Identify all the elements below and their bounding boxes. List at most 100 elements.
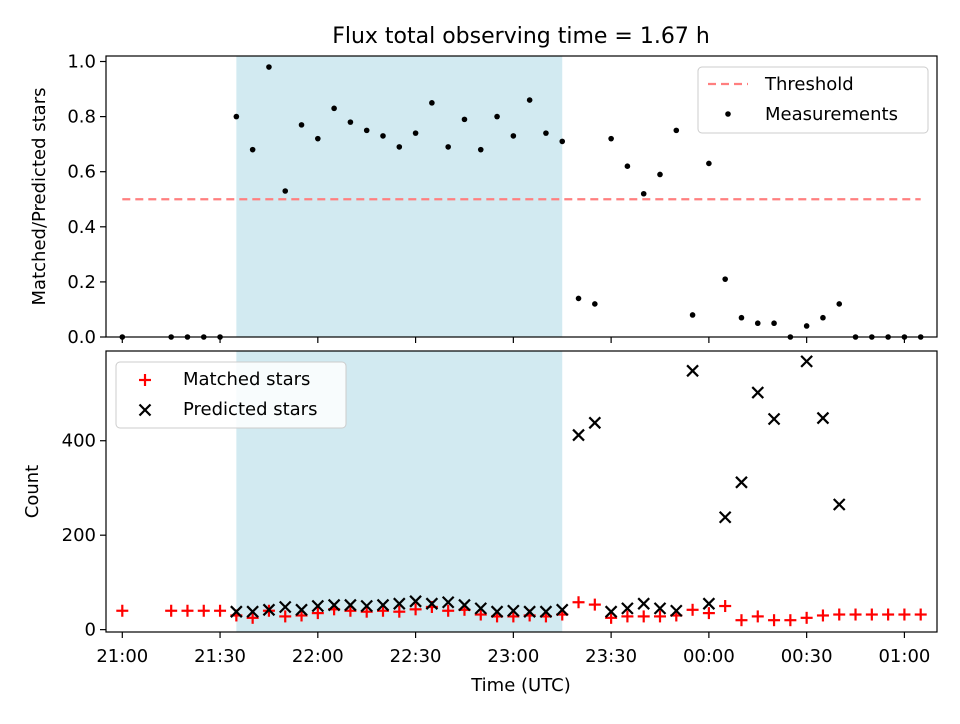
matched-star-point bbox=[572, 596, 585, 609]
legend-predicted-label: Predicted stars bbox=[183, 399, 317, 420]
matched-star-point bbox=[833, 608, 846, 621]
measurement-point bbox=[347, 119, 354, 125]
top-legend-box bbox=[697, 66, 929, 134]
predicted-star-point bbox=[767, 412, 781, 426]
matched-star-point bbox=[849, 608, 862, 621]
y-tick-label: 0.8 bbox=[67, 107, 96, 128]
predicted-star-point bbox=[490, 605, 504, 618]
predicted-star-point bbox=[718, 510, 732, 524]
measurement-point bbox=[396, 144, 403, 150]
chart-title: Flux total observing time = 1.67 h bbox=[332, 24, 710, 49]
x-stroke-b bbox=[327, 598, 341, 612]
x-stroke-b bbox=[653, 602, 667, 615]
legend-plus-marker bbox=[139, 374, 151, 386]
x-stroke-b bbox=[409, 595, 422, 608]
predicted-star-point bbox=[409, 595, 422, 608]
matched-star-point bbox=[719, 600, 732, 613]
measurement-point bbox=[282, 188, 289, 194]
predicted-star-point bbox=[800, 355, 813, 368]
x-stroke-b bbox=[621, 602, 634, 615]
y-tick-label: 400 bbox=[62, 431, 96, 452]
predicted-star-point bbox=[360, 599, 373, 613]
measurement-point bbox=[624, 163, 631, 169]
measurement-point bbox=[315, 135, 321, 142]
x-stroke-b bbox=[735, 476, 748, 489]
measurement-point bbox=[559, 138, 566, 145]
measurement-point bbox=[477, 146, 484, 153]
x-stroke-b bbox=[555, 603, 569, 617]
predicted-star-point bbox=[604, 605, 618, 618]
bottom-axes: 0 200 400 21:00 21:30 22:00 22:30 23:00 23:30 00:… bbox=[62, 431, 931, 667]
measurement-point bbox=[363, 127, 370, 134]
matched-star-point bbox=[654, 610, 666, 623]
measurement-point bbox=[820, 314, 826, 321]
predicted-star-point bbox=[523, 605, 536, 618]
predicted-star-point bbox=[458, 598, 471, 612]
predicted-star-point bbox=[637, 597, 650, 610]
x-stroke-b bbox=[523, 605, 536, 618]
predicted-star-point bbox=[246, 605, 259, 618]
predicted-star-point bbox=[816, 411, 830, 425]
predicted-star-point bbox=[230, 605, 243, 618]
matched-star-point bbox=[702, 607, 715, 620]
measurement-point bbox=[233, 113, 240, 120]
y-tick-label: 0.4 bbox=[67, 217, 96, 238]
x-stroke-b bbox=[751, 386, 765, 399]
predicted-star-point bbox=[474, 602, 488, 615]
predicted-star-point bbox=[278, 600, 292, 614]
x-tick-label: 00:00 bbox=[683, 646, 735, 667]
predicted-star-point bbox=[344, 598, 357, 612]
x-axis-label: Time (UTC) bbox=[470, 675, 571, 696]
measurement-point bbox=[673, 127, 680, 134]
matched-star-point bbox=[588, 598, 601, 611]
measurement-point bbox=[331, 105, 337, 112]
matched-star-point bbox=[377, 604, 389, 617]
x-tick-label: 21:00 bbox=[96, 646, 148, 667]
predicted-star-point bbox=[441, 595, 455, 609]
measurement-point bbox=[266, 64, 272, 70]
measurement-point bbox=[429, 100, 435, 106]
top-axes: 0.0 0.2 0.4 0.6 0.8 1.0 bbox=[67, 52, 906, 348]
predicted-star-point bbox=[327, 598, 341, 612]
y-tick-label: 1.0 bbox=[67, 52, 96, 73]
measurement-point bbox=[836, 301, 843, 307]
predicted-star-point bbox=[311, 599, 325, 613]
x-stroke-b bbox=[588, 416, 602, 430]
measurement-point bbox=[298, 122, 305, 128]
matched-star-point bbox=[442, 604, 455, 617]
x-stroke-b bbox=[670, 604, 683, 618]
x-tick-label: 22:30 bbox=[390, 646, 442, 667]
matched-star-point bbox=[768, 614, 781, 627]
x-tick-label: 21:30 bbox=[194, 646, 246, 667]
matched-star-point bbox=[295, 609, 308, 622]
x-stroke-b bbox=[262, 603, 276, 617]
matched-star-point bbox=[197, 604, 210, 617]
measurement-point bbox=[412, 130, 419, 136]
measurement-point bbox=[249, 146, 256, 153]
measurement-point bbox=[803, 323, 810, 329]
matched-star-point bbox=[474, 608, 487, 621]
x-stroke-b bbox=[816, 411, 830, 425]
y-tick-label: 0.6 bbox=[67, 162, 96, 183]
x-stroke-b bbox=[572, 428, 585, 442]
x-stroke-b bbox=[441, 595, 455, 609]
y-tick-label: 0 bbox=[85, 620, 96, 641]
predicted-star-point bbox=[702, 597, 716, 610]
measurement-point bbox=[608, 135, 614, 142]
matched-star-point bbox=[605, 611, 618, 624]
x-stroke-b bbox=[138, 403, 152, 417]
x-stroke-b bbox=[718, 510, 732, 524]
x-stroke-b bbox=[376, 598, 390, 612]
measurement-point bbox=[510, 133, 517, 139]
x-stroke-b bbox=[686, 364, 699, 378]
matched-star-point bbox=[279, 610, 292, 623]
matched-star-point bbox=[393, 605, 406, 618]
x-stroke-b bbox=[539, 605, 553, 618]
x-stroke-b bbox=[230, 605, 243, 618]
predicted-star-point bbox=[751, 386, 765, 399]
measurement-point bbox=[771, 320, 777, 327]
x-stroke-b bbox=[507, 604, 520, 618]
measurement-point bbox=[445, 144, 451, 150]
legend-matched-label: Matched stars bbox=[183, 369, 310, 390]
y-tick-label: 0.2 bbox=[67, 272, 96, 293]
